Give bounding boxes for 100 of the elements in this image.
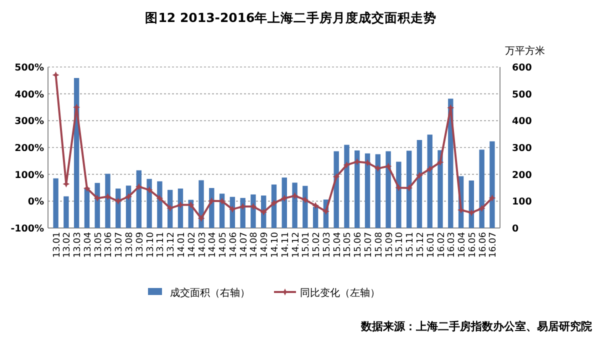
x-tick-label: 16.07 [488, 232, 499, 258]
bar [53, 178, 58, 228]
legend-label: 同比变化（左轴） [300, 287, 380, 299]
bar [198, 180, 204, 228]
bar [146, 178, 152, 228]
point [125, 193, 132, 200]
x-tick-label: 14.11 [280, 232, 291, 258]
y2-axis-title: 万平方米 [505, 45, 545, 57]
x-tick-label: 15.07 [364, 232, 374, 258]
x-tick-label: 13.06 [104, 232, 114, 258]
bar [84, 188, 90, 228]
bar [344, 144, 350, 228]
point [302, 196, 309, 204]
bar [105, 174, 110, 228]
x-tick-label: 15.12 [416, 232, 426, 258]
bar [396, 162, 402, 228]
point [104, 193, 112, 200]
x-tick-label: 13.02 [62, 232, 73, 258]
bar [490, 141, 495, 228]
bar [427, 134, 432, 228]
x-tick-label: 13.04 [83, 232, 94, 258]
point [478, 204, 486, 212]
x-tick-label: 16.06 [478, 232, 488, 258]
x-tick-label: 13.09 [135, 232, 146, 258]
x-tick-label: 15.05 [343, 232, 354, 258]
point [94, 194, 101, 202]
point [156, 194, 164, 202]
x-tick-label: 13.11 [156, 232, 166, 258]
point [343, 161, 350, 168]
point [260, 208, 268, 216]
point [166, 204, 174, 212]
point [416, 172, 423, 179]
point [322, 208, 330, 215]
y-tick-label: 400% [14, 89, 44, 100]
bar [312, 206, 318, 228]
x-tick-label: 14.04 [208, 232, 218, 258]
bar [292, 182, 298, 228]
x-tick-label: 14.05 [218, 232, 229, 258]
point [114, 198, 122, 205]
x-tick-label: 14.02 [187, 232, 198, 258]
y-tick-label: 300% [14, 116, 44, 128]
bar [64, 196, 69, 228]
bar [386, 151, 391, 228]
point [384, 162, 392, 170]
x-tick-label: 13.12 [166, 232, 177, 258]
point [280, 194, 288, 202]
x-tick-label: 14.10 [270, 232, 280, 258]
point [436, 158, 444, 166]
y2-tick-label: 100 [512, 196, 532, 208]
x-tick-label: 16.05 [468, 232, 478, 258]
x-tick-label: 14.08 [250, 232, 260, 258]
point [488, 194, 496, 202]
y2-tick-label: 500 [512, 89, 532, 100]
y-tick-label: 500% [14, 62, 44, 74]
x-tick-label: 13.08 [125, 232, 136, 258]
bar [354, 150, 360, 228]
x-tick-label: 14.06 [228, 232, 239, 258]
y-tick-label: 0% [28, 196, 44, 208]
point [228, 206, 236, 213]
legend-label: 成交面积（右轴） [170, 287, 250, 299]
y-tick-label: -100% [10, 224, 44, 234]
x-tick-label: 13.10 [146, 232, 156, 258]
x-tick-label: 15.02 [312, 232, 322, 258]
y2-tick-label: 300 [512, 143, 532, 154]
x-tick-label: 15.10 [395, 232, 406, 258]
point [291, 192, 298, 200]
x-tick-label: 15.04 [332, 232, 343, 258]
x-tick-label: 14.03 [198, 232, 208, 258]
point [135, 183, 142, 190]
y-tick-label: 200% [14, 143, 44, 154]
bar [375, 154, 381, 228]
point [332, 173, 340, 180]
x-tick-label: 15.01 [302, 232, 312, 258]
x-tick-label: 15.06 [354, 232, 364, 258]
point [198, 214, 205, 222]
point [374, 164, 382, 172]
x-tick-label: 14.12 [291, 232, 302, 258]
bar [416, 140, 422, 228]
x-tick-label: 16.02 [436, 232, 447, 258]
bar [334, 151, 339, 228]
y2-tick-label: 600 [512, 62, 532, 74]
x-tick-label: 14.09 [260, 232, 270, 258]
x-tick-label: 13.05 [94, 232, 104, 258]
x-tick-label: 15.09 [384, 232, 395, 258]
point [146, 186, 153, 194]
x-tick-label: 15.08 [374, 232, 384, 258]
bar [157, 181, 162, 228]
bar [438, 150, 443, 228]
x-tick-label: 13.07 [114, 232, 125, 258]
x-tick-label: 16.03 [447, 232, 458, 258]
bar [282, 178, 287, 228]
x-tick-label: 16.04 [458, 232, 468, 258]
chart-title: 图12 2013-2016年上海二手房月度成交面积走势 [145, 10, 437, 25]
x-tick-label: 14.07 [239, 232, 250, 258]
x-tick-label: 15.11 [406, 232, 416, 258]
source-note: 数据来源：上海二手房指数办公室、易居研究院 [360, 320, 592, 333]
bar [364, 153, 370, 228]
y2-tick-label: 0 [512, 224, 519, 234]
bar [302, 186, 308, 228]
point [458, 206, 465, 214]
